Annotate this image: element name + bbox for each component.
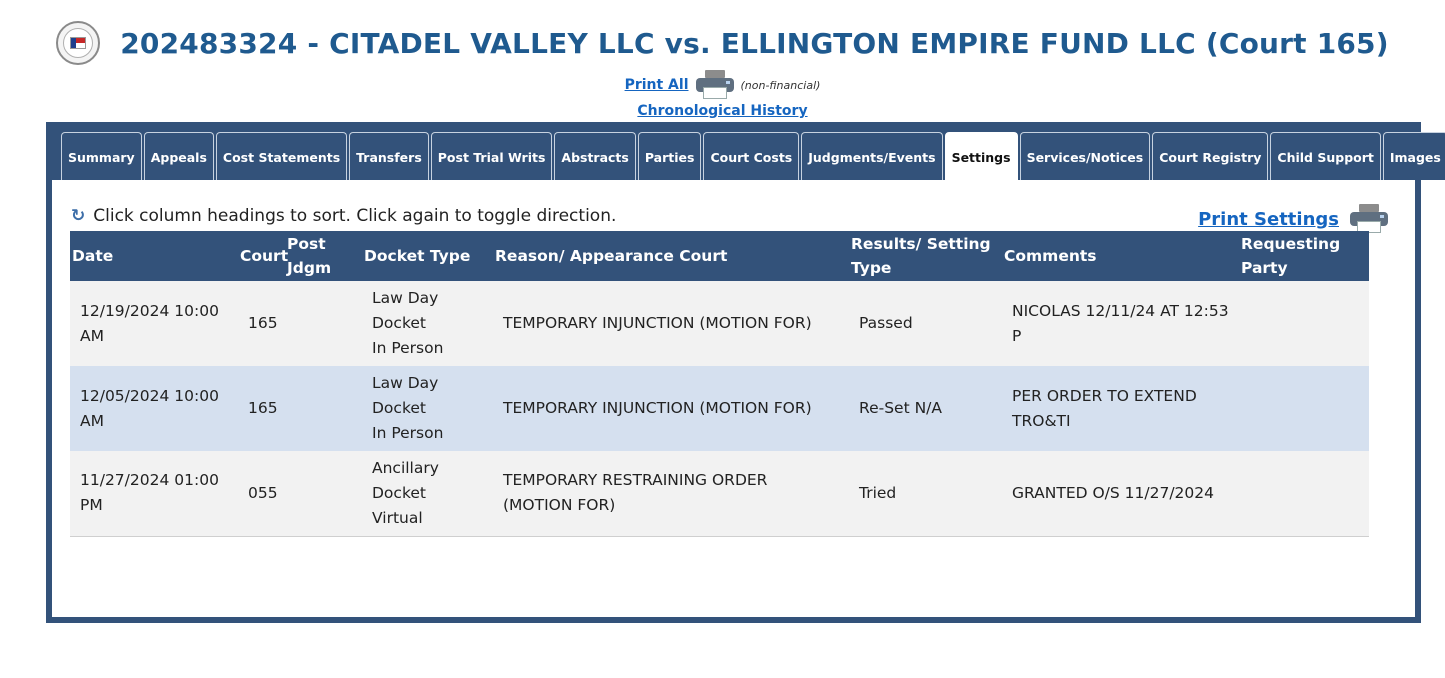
county-seal-icon <box>56 21 101 65</box>
docket-line: Ancillary <box>372 458 439 477</box>
sort-hint-text: Click column headings to sort. Click aga… <box>93 206 617 226</box>
column-comments[interactable]: Comments <box>1002 231 1239 281</box>
tab-court-registry[interactable]: Court Registry <box>1152 132 1269 180</box>
cell-date: 12/05/2024 10:00 AM <box>70 366 238 451</box>
chronological-history-row: Chronological History <box>0 101 1445 121</box>
table-row: 11/27/2024 01:00 PM 055 Ancillary Docket… <box>70 451 1369 537</box>
column-requesting-party[interactable]: Requesting Party <box>1239 231 1369 281</box>
cell-results: Re-Set N/A <box>849 366 1002 451</box>
cell-date: 11/27/2024 01:00 PM <box>70 451 238 537</box>
table-row: 12/19/2024 10:00 AM 165 Law Day Docket I… <box>70 281 1369 366</box>
tab-cost-statements[interactable]: Cost Statements <box>215 132 348 180</box>
cell-docket-type: Law Day Docket In Person <box>362 281 493 366</box>
docket-line: Virtual <box>372 508 423 527</box>
table-row: 12/05/2024 10:00 AM 165 Law Day Docket I… <box>70 366 1369 451</box>
cell-requesting-party <box>1239 281 1369 366</box>
column-date[interactable]: Date <box>70 231 238 281</box>
cell-results: Tried <box>849 451 1002 537</box>
tab-child-support[interactable]: Child Support <box>1270 132 1381 180</box>
docket-line: Docket <box>372 483 426 502</box>
tab-post-trial-writs[interactable]: Post Trial Writs <box>430 132 553 180</box>
tab-services-notices[interactable]: Services/Notices <box>1019 132 1151 180</box>
print-settings-link[interactable]: Print Settings <box>1198 208 1339 230</box>
tab-summary[interactable]: Summary <box>61 132 142 180</box>
chronological-history-link[interactable]: Chronological History <box>637 103 808 119</box>
refresh-icon: ↻ <box>71 206 86 226</box>
cell-reason: TEMPORARY INJUNCTION (MOTION FOR) <box>493 366 849 451</box>
cell-comments: PER ORDER TO EXTEND TRO&TI <box>1002 366 1239 451</box>
tab-parties[interactable]: Parties <box>637 132 702 180</box>
printer-icon[interactable] <box>695 70 735 100</box>
print-all-note: (non-financial) <box>740 78 821 92</box>
tab-judgments-events[interactable]: Judgments/Events <box>801 132 943 180</box>
column-post-jdgm[interactable]: Post Jdgm <box>285 231 362 281</box>
docket-line: Law Day <box>372 289 439 307</box>
docket-line: In Person <box>372 339 444 357</box>
column-reason[interactable]: Reason/ Appearance Court <box>493 231 849 281</box>
settings-content: ↻ Click column headings to sort. Click a… <box>52 180 1415 617</box>
tab-transfers[interactable]: Transfers <box>349 132 429 180</box>
cell-court: 165 <box>238 366 285 451</box>
cell-requesting-party <box>1239 366 1369 451</box>
column-docket-type[interactable]: Docket Type <box>362 231 493 281</box>
column-court[interactable]: Court <box>238 231 288 281</box>
cell-docket-type: Law Day Docket In Person <box>362 366 493 451</box>
table-header-row: Date Court Post Jdgm Docket Type Reason/… <box>70 231 1369 281</box>
cell-docket-type: Ancillary Docket Virtual <box>362 451 493 537</box>
settings-table: Date Court Post Jdgm Docket Type Reason/… <box>70 231 1369 537</box>
page-header: 202483324 - CITADEL VALLEY LLC vs. ELLIN… <box>0 18 1445 68</box>
print-settings: Print Settings <box>1198 204 1393 234</box>
page-title: 202483324 - CITADEL VALLEY LLC vs. ELLIN… <box>120 26 1389 60</box>
cell-comments: GRANTED O/S 11/27/2024 <box>1002 451 1239 537</box>
cell-court: 055 <box>238 451 285 537</box>
cell-post-jdgm <box>285 451 362 537</box>
cell-date: 12/19/2024 10:00 AM <box>70 281 238 366</box>
cell-reason: TEMPORARY RESTRAINING ORDER (MOTION FOR) <box>493 451 849 537</box>
tab-images[interactable]: Images <box>1382 132 1445 180</box>
docket-line: Docket <box>372 314 426 332</box>
printer-icon[interactable] <box>1349 204 1388 234</box>
sort-hint: ↻ Click column headings to sort. Click a… <box>71 206 616 226</box>
tab-settings[interactable]: Settings <box>944 132 1018 180</box>
tab-abstracts[interactable]: Abstracts <box>554 132 636 180</box>
cell-post-jdgm <box>285 281 362 366</box>
case-panel: Summary Appeals Cost Statements Transfer… <box>46 122 1445 623</box>
column-results[interactable]: Results/ Setting Type <box>849 231 1002 281</box>
docket-line: Docket <box>372 399 426 417</box>
print-all-row: Print All (non-financial) <box>0 70 1445 100</box>
cell-court: 165 <box>238 281 285 366</box>
tab-appeals[interactable]: Appeals <box>143 132 214 180</box>
cell-post-jdgm <box>285 366 362 451</box>
docket-line: In Person <box>372 424 444 442</box>
cell-comments: NICOLAS 12/11/24 AT 12:53 P <box>1002 281 1239 366</box>
tab-court-costs[interactable]: Court Costs <box>703 132 800 180</box>
cell-reason: TEMPORARY INJUNCTION (MOTION FOR) <box>493 281 849 366</box>
tab-bar: Summary Appeals Cost Statements Transfer… <box>61 132 1445 180</box>
print-all-link[interactable]: Print All <box>624 77 689 93</box>
cell-results: Passed <box>849 281 1002 366</box>
docket-line: Law Day <box>372 374 439 392</box>
cell-requesting-party <box>1239 451 1369 537</box>
